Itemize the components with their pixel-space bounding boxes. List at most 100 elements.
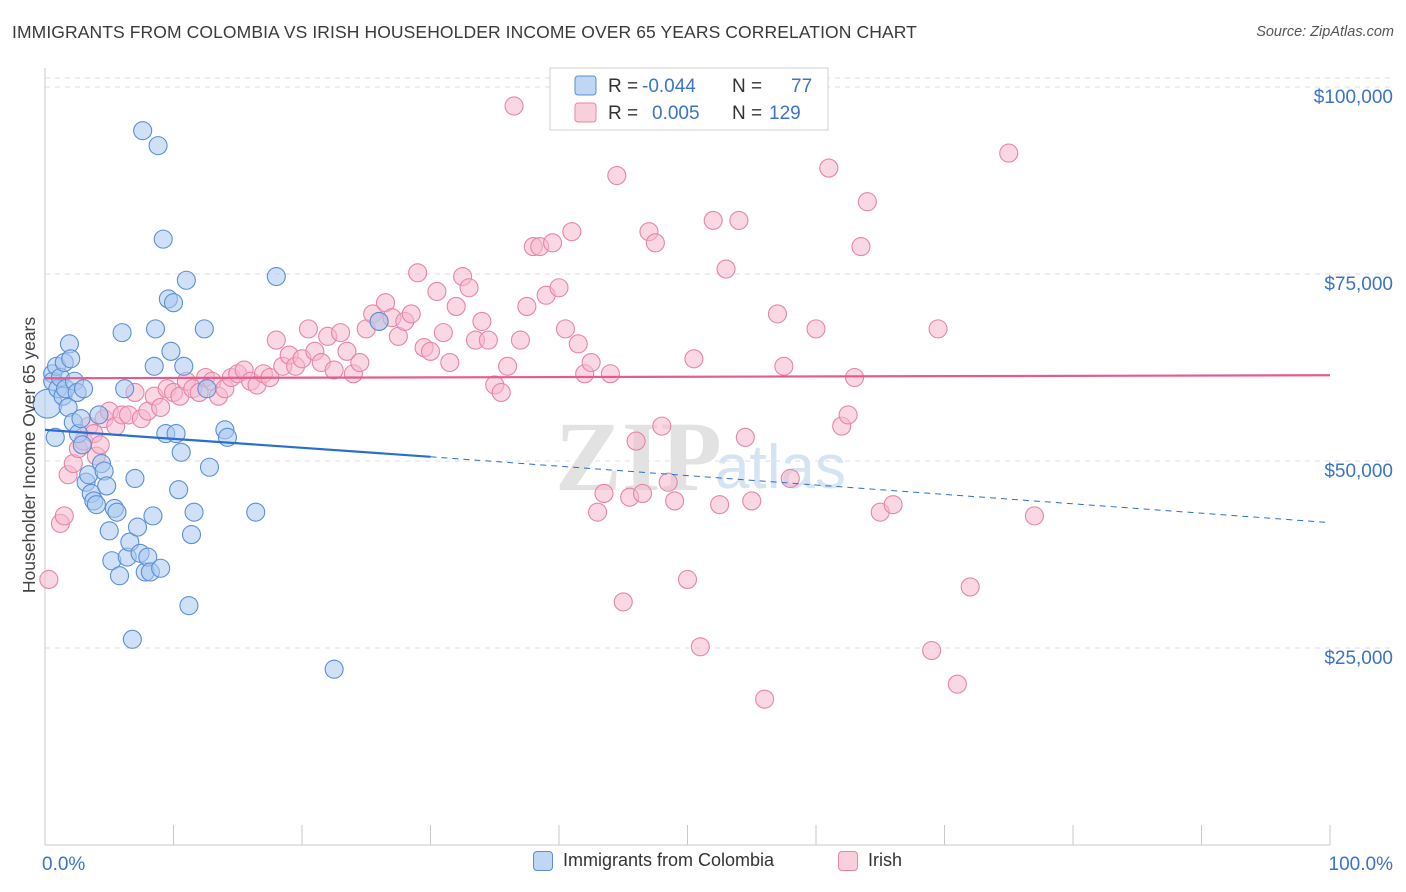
irish-point <box>677 569 698 590</box>
stats-legend-pink-swatch <box>574 102 597 123</box>
colombia-point <box>145 319 166 339</box>
colombia-point <box>89 405 109 425</box>
irish-point <box>690 637 710 657</box>
irish-point <box>928 319 948 339</box>
irish-point <box>658 472 678 492</box>
irish-point <box>774 356 794 376</box>
irish-point <box>755 689 775 709</box>
legend-swatch-pink <box>838 850 858 871</box>
irish-point <box>568 334 588 354</box>
irish-point <box>703 210 723 230</box>
irish-point <box>613 592 633 612</box>
colombia-point <box>246 502 266 522</box>
irish-point <box>543 233 563 253</box>
colombia-point <box>109 566 130 586</box>
irish-point <box>151 397 171 417</box>
irish-point <box>665 491 685 511</box>
watermark-atlas: atlas <box>715 433 846 502</box>
irish-point <box>350 352 370 373</box>
colombia-point <box>194 319 214 339</box>
stats-legend: R = -0.044 N = 77 R = 0.005 N = 129 <box>549 67 829 131</box>
colombia-point <box>86 495 106 515</box>
irish-point <box>735 427 755 447</box>
irish-point <box>472 311 492 331</box>
colombia-point <box>97 476 117 496</box>
colombia-point <box>61 349 81 369</box>
colombia-trend-solid <box>44 428 431 458</box>
colombia-point <box>199 457 220 477</box>
colombia-point <box>169 480 189 500</box>
colombia-point <box>324 659 344 679</box>
colombia-point <box>127 517 148 537</box>
irish-point <box>684 349 704 369</box>
irish-point <box>440 352 460 373</box>
colombia-point <box>181 525 202 545</box>
irish-point <box>857 192 877 212</box>
irish-point <box>459 278 479 298</box>
colombia-point <box>112 323 132 343</box>
y-tick-label: $75,000 <box>1324 274 1393 295</box>
irish-point <box>632 483 653 503</box>
colombia-point <box>151 558 171 578</box>
colombia-point <box>163 293 184 313</box>
irish-point <box>324 360 344 380</box>
stats-n-value: 77 <box>791 76 812 97</box>
irish-point <box>549 278 569 298</box>
irish-point <box>433 323 453 343</box>
stats-n-label: N = <box>732 103 762 124</box>
stats-legend-blue-swatch <box>574 75 597 96</box>
irish-point <box>844 367 865 388</box>
irish-point <box>780 468 800 489</box>
irish-point <box>645 233 665 253</box>
irish-point <box>767 304 788 324</box>
irish-point <box>838 405 858 425</box>
irish-point <box>819 158 839 178</box>
irish-point <box>883 495 903 515</box>
irish-point <box>960 577 980 597</box>
irish-point <box>337 341 357 361</box>
x-tick-label: 100.0% <box>1329 854 1394 875</box>
colombia-point <box>74 379 94 399</box>
stats-n-label: N = <box>732 76 762 97</box>
colombia-point <box>143 506 163 526</box>
colombia-point <box>176 270 196 290</box>
irish-point <box>39 569 59 590</box>
irish-point <box>600 364 620 384</box>
colombia-point <box>99 521 119 541</box>
irish-point <box>298 319 318 339</box>
colombia-point <box>174 356 194 376</box>
colombia-point <box>161 341 181 361</box>
irish-point <box>806 319 826 339</box>
irish-trend <box>44 374 1331 380</box>
colombia-point <box>133 121 153 141</box>
colombia-point <box>148 136 168 156</box>
irish-point <box>330 323 351 343</box>
irish-point <box>742 491 762 511</box>
colombia-point <box>369 311 389 331</box>
colombia-point <box>72 435 92 455</box>
y-tick-label: $25,000 <box>1324 648 1393 669</box>
irish-point <box>710 495 730 515</box>
x-tick-label: 0.0% <box>42 854 85 875</box>
irish-point <box>555 319 575 339</box>
colombia-point <box>122 629 142 649</box>
y-tick-label: $100,000 <box>1314 87 1393 108</box>
irish-point <box>491 382 511 403</box>
irish-point <box>562 222 582 242</box>
irish-point <box>652 416 672 436</box>
irish-point <box>517 296 537 316</box>
irish-point <box>607 165 627 186</box>
stats-r-value: -0.044 <box>642 76 696 97</box>
colombia-point <box>125 468 145 489</box>
colombia-point <box>107 502 127 522</box>
irish-point <box>478 330 498 350</box>
axes <box>44 68 1331 846</box>
legend-item-irish[interactable]: Irish <box>838 850 902 871</box>
trend-lines <box>44 374 1331 524</box>
y-tick-label: $50,000 <box>1324 461 1393 482</box>
legend-item-colombia[interactable]: Immigrants from Colombia <box>533 850 774 871</box>
irish-point <box>90 435 110 455</box>
irish-point <box>581 352 601 373</box>
colombia-point <box>45 427 65 447</box>
